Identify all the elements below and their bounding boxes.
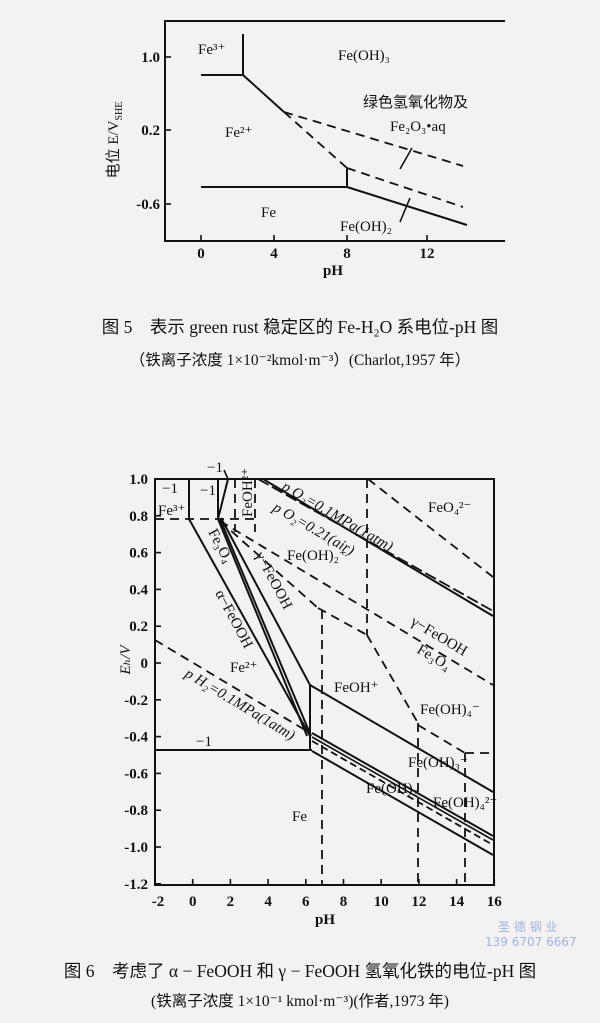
fig6-label-fe2: Fe²⁺ bbox=[230, 660, 257, 676]
fig5-label-fe2o3: Fe₂O₃•aq bbox=[390, 119, 446, 135]
watermark-company: 圣 德 钢 业 bbox=[498, 920, 558, 934]
fig6-ticks bbox=[154, 478, 496, 885]
fig5-label-feoh3: Fe(OH)₃ bbox=[338, 48, 390, 64]
fig6-y-tick-label: 0.8 bbox=[129, 509, 148, 525]
fig6-y-tick-label: -1.2 bbox=[124, 877, 148, 893]
fig6-y-axis-title: Eₕ/V bbox=[118, 644, 134, 676]
fig6-y-tick-label: 1.0 bbox=[129, 472, 148, 488]
fig6-label-feoh2-plus: Fe(OH)₂⁺ bbox=[287, 548, 347, 564]
fig5-y-tick: -0.6 bbox=[136, 197, 160, 213]
fig6-y-tick-label: -0.6 bbox=[124, 766, 148, 782]
fig6-label-feoh2: Fe(OH)₂ bbox=[366, 781, 418, 797]
fig6-x-tick-label: 8 bbox=[340, 894, 348, 910]
fig6-x-tick-label: 10 bbox=[374, 894, 389, 910]
fig5-x-tick: 0 bbox=[197, 246, 205, 262]
figure-5-diagram: 0 4 8 12 1.0 0.2 -0.6 pH 电位 E/VSHE Fe³⁺ … bbox=[105, 20, 505, 279]
fig5-label-feoh2: Fe(OH)₂ bbox=[340, 219, 392, 235]
figure-6-caption-title: 图 6 考虑了 α − FeOOH 和 γ − FeOOH 氢氧化铁的电位-pH… bbox=[63, 961, 537, 981]
fig6-x-tick-label: 0 bbox=[189, 894, 197, 910]
fig6-x-tick-label: 6 bbox=[302, 894, 310, 910]
fig6-x-tick-label: 14 bbox=[449, 894, 465, 910]
fig6-x-tick-label: 2 bbox=[227, 894, 235, 910]
fig6-label-minus1: −1 bbox=[200, 483, 216, 499]
fig6-label-minus1: −1 bbox=[196, 734, 212, 750]
fig5-y-tick: 1.0 bbox=[141, 50, 160, 66]
figure-5-caption-note: （铁离子浓度 1×10⁻²kmol·m⁻³）(Charlot,1957 年） bbox=[129, 352, 471, 369]
fig6-x-axis-title: pH bbox=[315, 912, 335, 928]
fig6-y-tick-label: 0 bbox=[141, 656, 149, 672]
fig5-axes-frame bbox=[164, 20, 505, 242]
fig5-y-tick: 0.2 bbox=[141, 123, 160, 139]
fig5-ticks bbox=[165, 56, 428, 241]
fig6-label-fe3: Fe³⁺ bbox=[158, 503, 185, 519]
fig6-y-tick-label: -0.4 bbox=[124, 730, 148, 746]
fig6-label-feoh3-minus: Fe(OH)₃⁻ bbox=[408, 755, 468, 771]
fig6-label-feoh4-2minus: Fe(OH)₄²⁻ bbox=[433, 795, 497, 811]
fig6-y-tick-label: 0.4 bbox=[129, 582, 148, 598]
fig5-x-axis-title: pH bbox=[323, 263, 343, 279]
fig6-x-tick-label: 12 bbox=[411, 894, 426, 910]
fig5-y-axis-title: 电位 E/VSHE bbox=[105, 102, 125, 179]
fig5-label-green-rust: 绿色氢氧化物及 bbox=[363, 94, 468, 111]
fig6-label-fe: Fe bbox=[292, 809, 307, 825]
fig5-label-fe: Fe bbox=[261, 205, 276, 221]
fig5-y-axis-title-main: 电位 E/V bbox=[105, 120, 122, 178]
fig5-x-tick: 12 bbox=[420, 246, 435, 262]
fig6-boundary-lines bbox=[154, 469, 494, 885]
fig6-label-ph2: p H₂=0.1MPa(1atm) bbox=[181, 665, 298, 744]
fig5-label-fe2: Fe²⁺ bbox=[225, 125, 252, 141]
fig6-y-tick-label: 0.2 bbox=[129, 619, 148, 635]
fig6-y-tick-label: -1.0 bbox=[124, 840, 148, 856]
fig5-label-fe3: Fe³⁺ bbox=[198, 42, 225, 58]
fig6-x-tick-label: 16 bbox=[487, 894, 503, 910]
fig6-y-tick-label: -0.2 bbox=[124, 693, 148, 709]
figure-6-diagram: -2 0 2 4 6 8 10 12 14 16 1.0 0.8 0.6 0.4 0.2 0 -0.2 -0.4 -… bbox=[118, 460, 502, 928]
fig5-boundary-lines bbox=[201, 34, 468, 226]
figure-5-caption-title: 图 5 表示 green rust 稳定区的 Fe-H₂O 系电位-pH 图 bbox=[101, 317, 499, 337]
fig6-x-tick-label: -2 bbox=[152, 894, 165, 910]
fig5-x-tick: 4 bbox=[270, 246, 278, 262]
fig6-y-tick-label: 0.6 bbox=[129, 546, 148, 562]
fig6-label-minus1: −1 bbox=[207, 460, 223, 476]
fig6-axes-frame bbox=[154, 478, 495, 886]
fig5-x-tick: 8 bbox=[343, 246, 351, 262]
fig6-label-minus1: −1 bbox=[162, 481, 178, 497]
figure-6-caption-note: (铁离子浓度 1×10⁻¹ kmol·m⁻³)(作者,1973 年) bbox=[151, 993, 449, 1010]
fig6-label-feo4: FeO₄²⁻ bbox=[428, 500, 471, 516]
fig6-label-feoh4-minus: Fe(OH)₄⁻ bbox=[420, 702, 480, 718]
fig6-tick-labels: -2 0 2 4 6 8 10 12 14 16 1.0 0.8 0.6 0.4 0.2 0 -0.2 -0.4 -… bbox=[124, 472, 502, 910]
fig6-label-feoh2plus-ion: FeOH²⁺ bbox=[240, 468, 256, 517]
fig6-y-tick-label: -0.8 bbox=[124, 803, 148, 819]
fig6-x-tick-label: 4 bbox=[264, 894, 272, 910]
fig5-y-axis-title-sub: SHE bbox=[114, 102, 125, 121]
watermark-phone: 139 6707 6667 bbox=[485, 935, 577, 949]
fig6-label-feoh-plus: FeOH⁺ bbox=[334, 680, 379, 696]
